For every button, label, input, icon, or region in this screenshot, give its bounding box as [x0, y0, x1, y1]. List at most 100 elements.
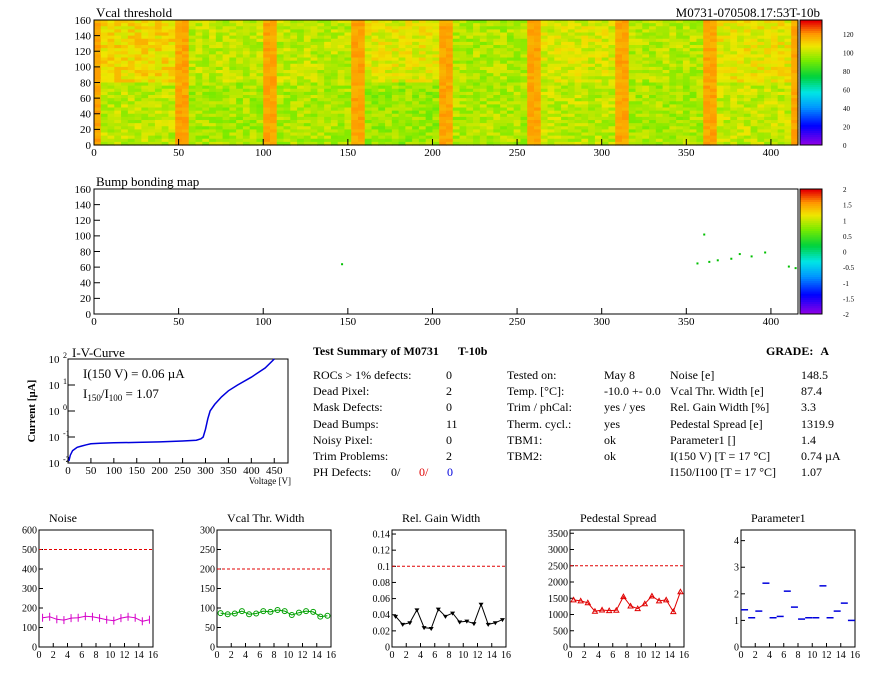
vcal-pixel-cell	[473, 82, 481, 87]
vcal-pixel-cell	[168, 29, 176, 34]
vcal-pixel-cell	[154, 57, 163, 62]
vcal-pixel-cell	[750, 23, 758, 27]
vcal-pixel-cell	[513, 120, 522, 124]
vcal-pixel-cell	[242, 126, 251, 130]
colorbar-segment	[800, 101, 822, 104]
vcal-pixel-cell	[520, 129, 528, 134]
vcal-pixel-cell	[466, 60, 474, 65]
y-tick-label: 140	[75, 30, 92, 42]
vcal-pixel-cell	[439, 110, 447, 115]
vcal-pixel-cell	[540, 63, 549, 68]
vcal-pixel-cell	[581, 104, 589, 109]
vcal-pixel-cell	[459, 41, 467, 46]
vcal-pixel-cell	[567, 48, 576, 52]
vcal-pixel-cell	[236, 101, 244, 105]
vcal-pixel-cell	[188, 32, 197, 37]
vcal-pixel-cell	[290, 57, 298, 62]
colorbar-segment	[800, 284, 822, 288]
vcal-pixel-cell	[297, 66, 305, 71]
vcal-pixel-cell	[371, 110, 379, 115]
y-tick-label: 160	[75, 184, 92, 196]
vcal-pixel-cell	[94, 79, 102, 84]
colorbar-segment	[800, 259, 822, 263]
vcal-pixel-cell	[764, 60, 772, 65]
vcal-pixel-cell	[161, 60, 170, 65]
vcal-pixel-cell	[446, 23, 454, 27]
vcal-pixel-cell	[358, 107, 366, 112]
vcal-pixel-cell	[317, 35, 325, 40]
vcal-pixel-cell	[107, 32, 115, 37]
vcal-pixel-cell	[107, 138, 115, 143]
data-point	[224, 611, 231, 618]
vcal-pixel-cell	[317, 126, 325, 130]
vcal-pixel-cell	[398, 113, 406, 118]
y-tick-label: 80	[80, 246, 92, 258]
vcal-pixel-cell	[493, 29, 501, 34]
vcal-pixel-cell	[473, 32, 481, 37]
vcal-pixel-cell	[649, 101, 657, 105]
data-point	[281, 608, 288, 615]
vcal-pixel-cell	[94, 85, 102, 90]
vcal-pixel-cell	[418, 26, 427, 30]
vcal-pixel-cell	[337, 63, 346, 68]
vcal-pixel-cell	[310, 41, 318, 46]
vcal-pixel-cell	[703, 116, 711, 121]
vcal-pixel-cell	[337, 85, 346, 90]
vcal-pixel-cell	[364, 57, 373, 62]
vcal-pixel-cell	[791, 51, 799, 55]
x-tick-label: 14	[665, 650, 675, 661]
vcal-pixel-cell	[689, 76, 698, 80]
vcal-pixel-cell	[500, 23, 508, 27]
vcal-pixel-cell	[324, 23, 332, 27]
vcal-pixel-cell	[127, 29, 136, 34]
vcal-pixel-cell	[127, 104, 136, 109]
vcal-pixel-cell	[202, 132, 210, 137]
vcal-pixel-cell	[391, 129, 400, 134]
vcal-pixel-cell	[317, 104, 325, 109]
vcal-pixel-cell	[628, 79, 637, 84]
vcal-pixel-cell	[547, 113, 555, 118]
vcal-pixel-cell	[297, 120, 305, 124]
vcal-pixel-cell	[547, 70, 555, 74]
vcal-pixel-cell	[588, 45, 596, 49]
vcal-pixel-cell	[195, 70, 203, 74]
vcal-pixel-cell	[446, 116, 454, 121]
y-tick-label: 40	[80, 278, 92, 290]
vcal-pixel-cell	[642, 135, 650, 140]
vcal-pixel-cell	[188, 79, 197, 84]
vcal-pixel-cell	[412, 85, 420, 90]
vcal-pixel-cell	[581, 45, 589, 49]
vcal-pixel-cell	[100, 29, 109, 34]
vcal-pixel-cell	[493, 104, 501, 109]
data-point	[421, 626, 427, 631]
vcal-pixel-cell	[263, 26, 271, 30]
vcal-pixel-cell	[669, 126, 677, 130]
vcal-pixel-cell	[324, 51, 332, 55]
vcal-pixel-cell	[588, 70, 596, 74]
vcal-pixel-cell	[452, 91, 461, 96]
vcal-pixel-cell	[473, 73, 481, 77]
y-tick-label: 60	[80, 93, 92, 105]
vcal-pixel-cell	[750, 73, 758, 77]
vcal-pixel-cell	[561, 38, 569, 43]
vcal-pixel-cell	[405, 41, 413, 46]
vcal-pixel-cell	[94, 88, 102, 93]
vcal-pixel-cell	[594, 35, 603, 40]
vcal-pixel-cell	[182, 132, 190, 137]
vcal-pixel-cell	[263, 120, 271, 124]
vcal-pixel-cell	[594, 107, 603, 112]
vcal-pixel-cell	[188, 82, 197, 87]
vcal-pixel-cell	[655, 129, 664, 134]
vcal-pixel-cell	[520, 60, 528, 65]
vcal-pixel-cell	[256, 26, 264, 30]
vcal-pixel-cell	[534, 107, 542, 112]
vcal-pixel-cell	[770, 135, 779, 140]
vcal-pixel-cell	[263, 51, 271, 55]
vcal-pixel-cell	[506, 41, 515, 46]
colorbar-segment	[800, 80, 822, 83]
vcal-pixel-cell	[303, 91, 312, 96]
vcal-pixel-cell	[330, 48, 339, 52]
vcal-pixel-cell	[263, 113, 271, 118]
plot-frame	[38, 529, 154, 648]
vcal-pixel-cell	[696, 76, 704, 80]
